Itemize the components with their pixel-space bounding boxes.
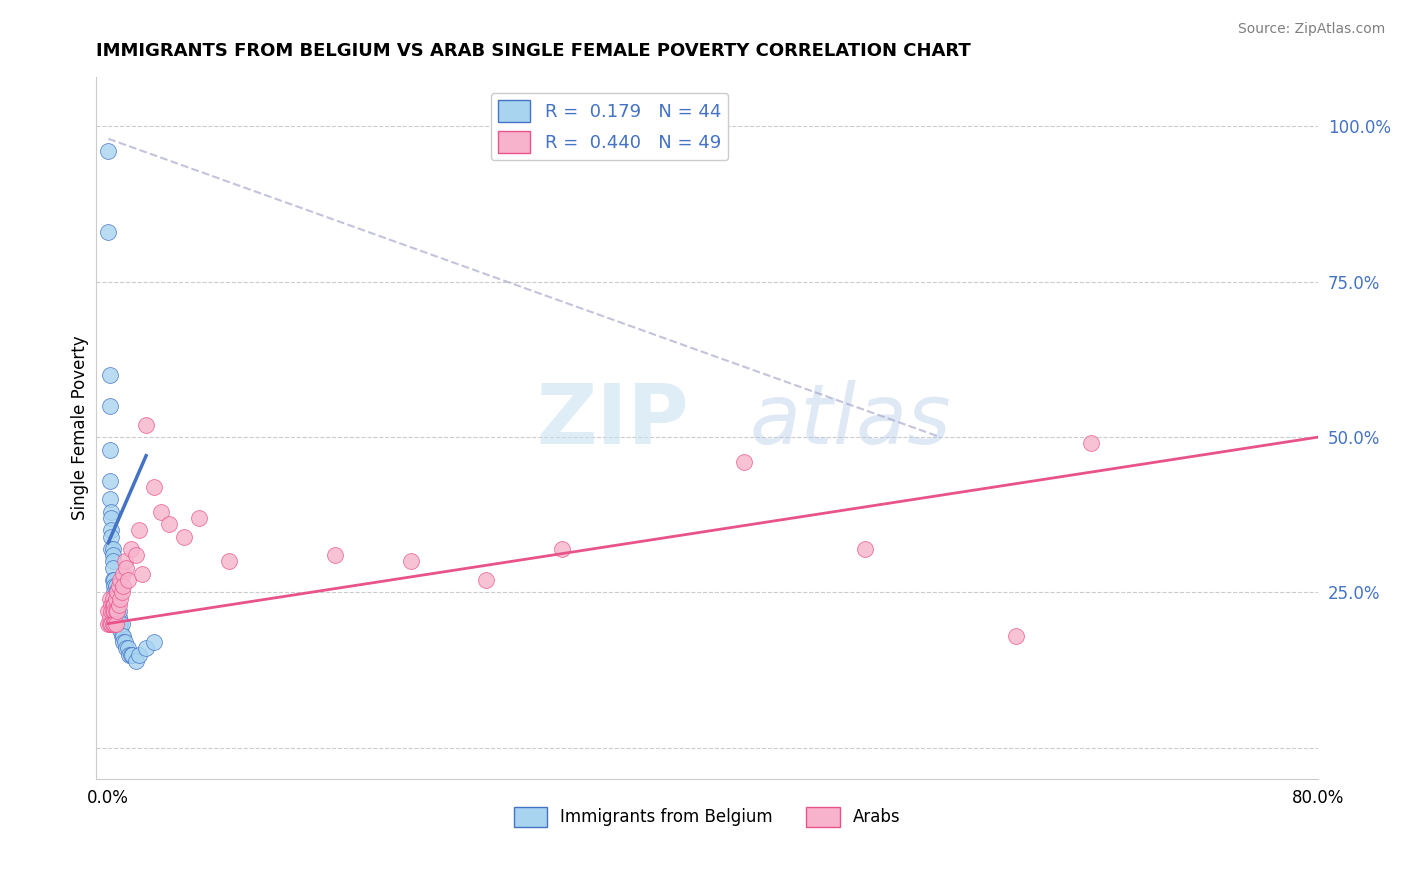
Point	[100, 524, 122, 538]
Point	[111, 616, 134, 631]
Point	[97, 225, 120, 239]
Point	[103, 585, 125, 599]
Point	[98, 442, 121, 457]
Point	[101, 598, 124, 612]
Point	[111, 629, 134, 643]
Point	[124, 548, 146, 562]
Point	[157, 517, 180, 532]
Point	[150, 505, 173, 519]
Point	[110, 623, 132, 637]
Point	[98, 368, 121, 382]
Point	[97, 604, 120, 618]
Point	[218, 554, 240, 568]
Point	[101, 541, 124, 556]
Point	[100, 505, 122, 519]
Point	[100, 598, 122, 612]
Text: atlas: atlas	[749, 380, 952, 461]
Point	[120, 541, 142, 556]
Point	[135, 417, 157, 432]
Point	[142, 480, 165, 494]
Point	[131, 566, 153, 581]
Text: Source: ZipAtlas.com: Source: ZipAtlas.com	[1237, 22, 1385, 37]
Point	[104, 585, 127, 599]
Point	[117, 641, 139, 656]
Point	[100, 616, 122, 631]
Point	[1004, 629, 1026, 643]
Point	[117, 573, 139, 587]
Point	[112, 635, 135, 649]
Point	[98, 492, 121, 507]
Point	[853, 541, 876, 556]
Point	[101, 548, 124, 562]
Point	[101, 591, 124, 606]
Point	[105, 604, 128, 618]
Point	[124, 654, 146, 668]
Point	[100, 541, 122, 556]
Point	[475, 573, 498, 587]
Point	[105, 604, 128, 618]
Point	[105, 598, 128, 612]
Point	[103, 579, 125, 593]
Text: IMMIGRANTS FROM BELGIUM VS ARAB SINGLE FEMALE POVERTY CORRELATION CHART: IMMIGRANTS FROM BELGIUM VS ARAB SINGLE F…	[96, 42, 972, 60]
Point	[110, 573, 132, 587]
Point	[110, 616, 132, 631]
Point	[118, 648, 141, 662]
Point	[98, 591, 121, 606]
Point	[98, 399, 121, 413]
Point	[101, 604, 124, 618]
Point	[114, 554, 136, 568]
Point	[1080, 436, 1102, 450]
Point	[101, 616, 124, 631]
Point	[105, 585, 128, 599]
Point	[135, 641, 157, 656]
Point	[103, 573, 125, 587]
Point	[733, 455, 755, 469]
Point	[120, 648, 142, 662]
Point	[108, 610, 131, 624]
Point	[112, 579, 135, 593]
Point	[103, 598, 125, 612]
Point	[98, 616, 121, 631]
Point	[108, 616, 131, 631]
Point	[173, 529, 195, 543]
Point	[114, 635, 136, 649]
Point	[101, 560, 124, 574]
Point	[100, 511, 122, 525]
Point	[104, 616, 127, 631]
Legend: Immigrants from Belgium, Arabs: Immigrants from Belgium, Arabs	[508, 800, 907, 834]
Point	[142, 635, 165, 649]
Point	[128, 524, 150, 538]
Point	[121, 648, 143, 662]
Point	[104, 591, 127, 606]
Point	[128, 648, 150, 662]
Point	[551, 541, 574, 556]
Point	[100, 604, 122, 618]
Point	[323, 548, 346, 562]
Point	[111, 585, 134, 599]
Point	[112, 629, 135, 643]
Point	[100, 529, 122, 543]
Point	[108, 604, 131, 618]
Point	[188, 511, 211, 525]
Point	[104, 579, 127, 593]
Point	[115, 560, 138, 574]
Point	[101, 554, 124, 568]
Point	[110, 591, 132, 606]
Point	[97, 616, 120, 631]
Point	[399, 554, 422, 568]
Text: ZIP: ZIP	[536, 380, 689, 461]
Y-axis label: Single Female Poverty: Single Female Poverty	[72, 335, 89, 520]
Point	[98, 610, 121, 624]
Point	[108, 579, 131, 593]
Point	[104, 604, 127, 618]
Point	[108, 598, 131, 612]
Point	[103, 604, 125, 618]
Point	[104, 591, 127, 606]
Point	[115, 641, 138, 656]
Point	[98, 474, 121, 488]
Point	[97, 144, 120, 158]
Point	[103, 616, 125, 631]
Point	[101, 573, 124, 587]
Point	[112, 566, 135, 581]
